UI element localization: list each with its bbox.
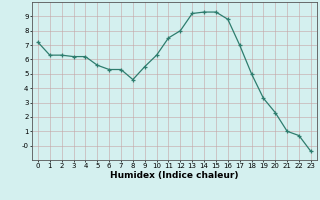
X-axis label: Humidex (Indice chaleur): Humidex (Indice chaleur)	[110, 171, 239, 180]
